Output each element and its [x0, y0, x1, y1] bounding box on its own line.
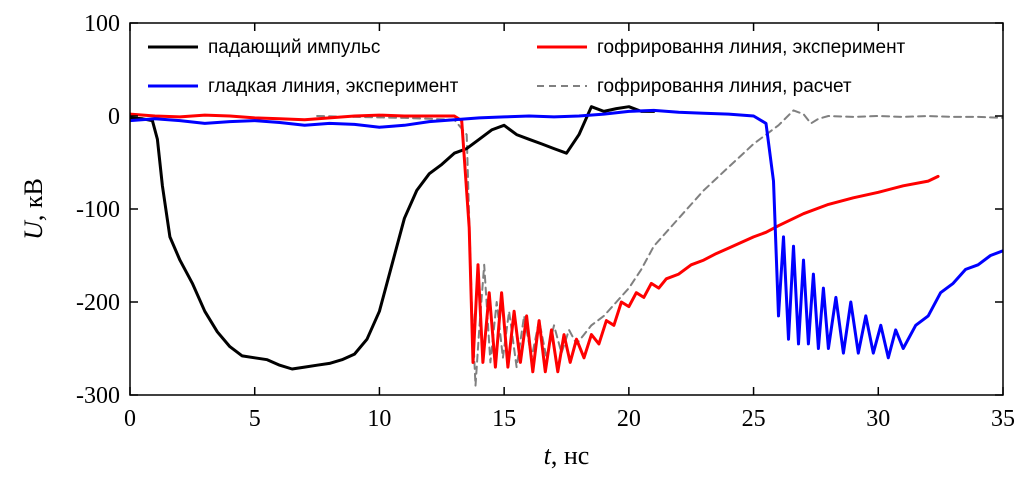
x-tick-label: 5 [249, 406, 261, 432]
x-tick-label: 20 [617, 406, 641, 432]
x-tick-label: 15 [492, 406, 516, 432]
legend-label-0: падающий импульс [208, 37, 380, 58]
legend-label-2: гладкая линия, эксперимент [208, 76, 459, 97]
y-tick-label: -200 [76, 290, 120, 316]
y-axis-label: U, кВ [19, 178, 48, 240]
legend: падающий импульс гофрировання линия, эксп… [148, 37, 906, 97]
x-axis-label-symbol: t [544, 441, 552, 470]
x-tick-label: 30 [866, 406, 890, 432]
x-tick-label: 0 [124, 406, 136, 432]
series-line-0 [130, 105, 656, 371]
x-tick-label: 10 [367, 406, 391, 432]
x-tick-label: 35 [991, 406, 1015, 432]
y-tick-label: -100 [76, 197, 120, 223]
series-line-1 [130, 112, 940, 374]
series-line-3 [316, 109, 1003, 387]
series-line-2 [130, 108, 1003, 360]
x-axis-label: t, нс [544, 441, 590, 470]
legend-label-1: гофрировання линия, эксперимент [597, 37, 906, 58]
y-axis-label-symbol: U [19, 219, 48, 240]
y-tick-label: 100 [84, 11, 120, 37]
legend-label-3: гофрировання линия, расчет [597, 76, 852, 97]
y-tick-label: -300 [76, 383, 120, 409]
y-tick-label: 0 [108, 104, 120, 130]
y-axis-label-unit: , кВ [19, 178, 48, 221]
x-axis-label-unit: , нс [551, 441, 589, 470]
axis-ticks: 0 5 10 15 20 25 30 35 100 0 -100 -200 -300 [76, 11, 1015, 432]
x-tick-label: 25 [742, 406, 766, 432]
series-lines [130, 105, 1003, 387]
